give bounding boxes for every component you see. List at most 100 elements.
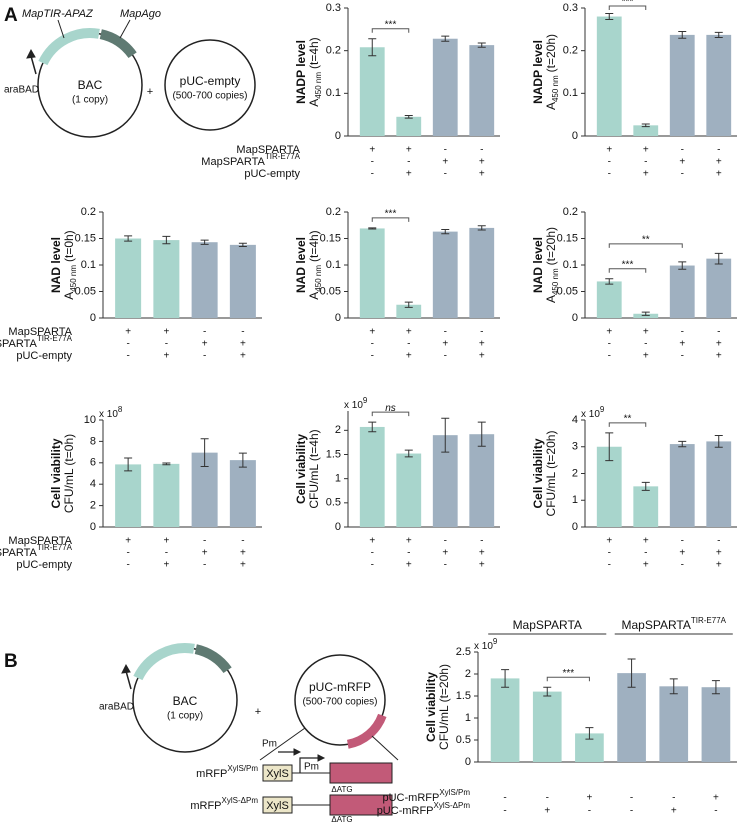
gene-label: MapTIR-APAZ	[22, 8, 94, 20]
significance-label: ***	[622, 0, 634, 8]
error-bar	[641, 311, 650, 316]
condition-label: MapSPARTATIR-E77A	[201, 152, 300, 168]
leader	[57, 19, 65, 39]
error-bar	[368, 421, 377, 433]
bar	[659, 686, 689, 762]
error-bar	[477, 42, 486, 48]
condition-sign: -	[444, 560, 447, 571]
significance-label: ns	[385, 403, 396, 414]
y-axis-title: Cell viability	[531, 438, 545, 508]
y-tick-label: 8	[90, 435, 96, 447]
y-sub-main: CFU/mL (t=4h)	[307, 429, 321, 508]
error-bar	[543, 686, 552, 697]
y-sub-sub: 450 nm	[314, 265, 323, 292]
y-tick-label: 1.5	[326, 448, 341, 460]
condition-sign: +	[643, 536, 649, 547]
y-tick-label: 0.1	[81, 259, 96, 271]
mrfp-box	[329, 794, 393, 816]
y-tick-label: 6	[90, 457, 96, 469]
condition-sign: -	[444, 351, 447, 362]
condition-sign: -	[126, 351, 129, 362]
condition-label-sup: XylS/Pm	[439, 788, 470, 797]
bar	[669, 34, 695, 136]
y-sub-sub: 450 nm	[551, 75, 560, 102]
error-bar	[404, 115, 413, 119]
copy-label: (1 copy)	[167, 711, 203, 722]
y-sub-main: CFU/mL (t=20h)	[544, 431, 558, 517]
y-sub-main: A	[62, 292, 76, 300]
condition-sign: -	[644, 157, 647, 168]
condition-sign: -	[480, 145, 483, 156]
condition-label: MapSPARTATIR-E77A	[0, 334, 73, 350]
error-bar	[605, 432, 614, 462]
pm-label: Pm	[304, 762, 319, 773]
bar	[359, 47, 385, 136]
plasmid-circle	[294, 654, 386, 746]
condition-label-text: MapSPARTA	[8, 326, 72, 338]
condition-label-sup: TIR-E77A	[265, 152, 301, 161]
error-bar	[678, 30, 687, 39]
error-bar	[477, 421, 486, 447]
condition-sign: -	[241, 536, 244, 547]
condition-sign: +	[479, 157, 485, 168]
condition-sign: +	[606, 536, 612, 547]
condition-label-sup: TIR-E77A	[37, 543, 73, 552]
error-bar	[238, 452, 247, 468]
condition-sign: +	[369, 327, 375, 338]
significance-bracket	[608, 243, 683, 248]
condition-sign: -	[672, 793, 675, 804]
condition-label-text: MapSPARTA	[201, 156, 265, 168]
y-tick-label: 0.2	[563, 206, 578, 218]
error-bar	[404, 449, 413, 458]
condition-sign: -	[588, 806, 591, 817]
condition-sign: +	[406, 351, 412, 362]
condition-sign: -	[203, 351, 206, 362]
condition-sign: -	[608, 157, 611, 168]
y-tick-label: 0.5	[456, 734, 471, 746]
error-bar	[641, 481, 650, 491]
y-tick-label: 0	[572, 130, 578, 142]
condition-sign: +	[442, 339, 448, 350]
error-bar	[238, 242, 247, 247]
significance-label: ***	[385, 209, 397, 220]
y-axis-subtitle: A450 nm (t=20h)	[544, 34, 560, 110]
diagram-a	[26, 19, 256, 138]
condition-sign: +	[716, 169, 722, 180]
scale-exp: 9	[493, 637, 498, 646]
leader	[119, 19, 131, 39]
y-tick-label: 0	[90, 312, 96, 324]
condition-sign: -	[681, 169, 684, 180]
bar	[432, 38, 458, 136]
y-tick-label: 0.05	[557, 285, 578, 297]
bar	[115, 464, 142, 527]
scale-exp: 9	[600, 405, 605, 414]
y-tick-label: 0	[335, 312, 341, 324]
scale-label: x 108	[99, 405, 123, 420]
y-sub-tail: (t=20h)	[544, 227, 558, 265]
y-axis-subtitle: A450 nm (t=4h)	[307, 37, 323, 106]
condition-sign: -	[203, 560, 206, 571]
error-bar	[678, 440, 687, 448]
condition-sign: +	[406, 145, 412, 156]
significance-bracket	[608, 268, 647, 273]
condition-sign: -	[444, 536, 447, 547]
y-axis-title: NADP level	[294, 40, 308, 104]
group-label: MapSPARTATIR-E77A	[622, 616, 727, 632]
condition-sign: -	[371, 157, 374, 168]
condition-sign: -	[165, 339, 168, 350]
scale-exp: 8	[118, 405, 123, 414]
condition-label: pUC-mRFPXylS-ΔPm	[377, 801, 471, 817]
condition-sign: -	[241, 327, 244, 338]
scale-base: x 10	[474, 641, 493, 652]
y-tick-label: 0	[465, 756, 471, 768]
condition-sign: -	[681, 145, 684, 156]
y-tick-label: 0.3	[326, 2, 341, 14]
y-sub-main: CFU/mL (t=0h)	[62, 434, 76, 513]
mrfp-arc	[346, 713, 387, 749]
condition-sign: -	[630, 793, 633, 804]
condition-sign: -	[644, 339, 647, 350]
y-sub-tail: (t=4h)	[307, 230, 321, 262]
condition-sign: +	[240, 548, 246, 559]
condition-label-text: pUC-mRFP	[382, 792, 439, 804]
error-bar	[714, 435, 723, 448]
